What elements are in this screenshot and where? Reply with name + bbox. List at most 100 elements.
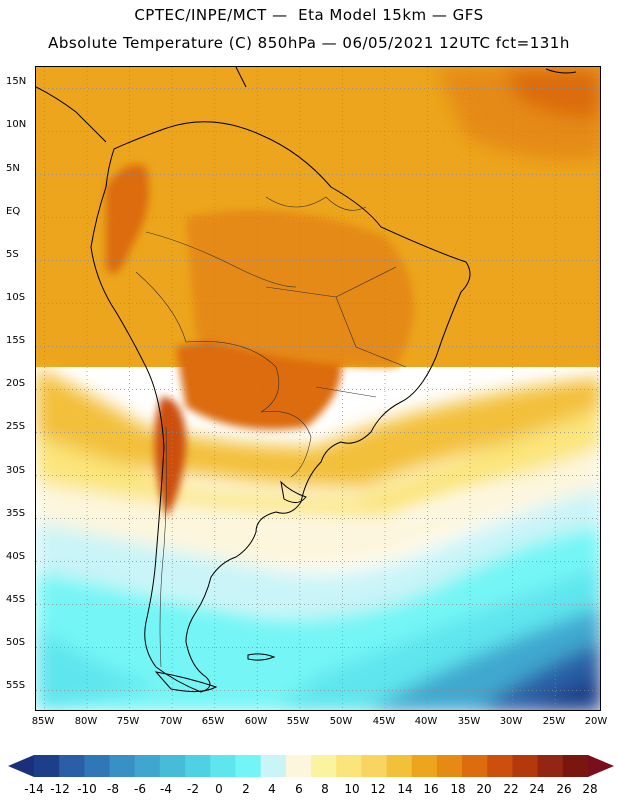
falklands-outline [247,653,276,661]
colorbar-tick-label: -6 [134,782,146,796]
land-warm-amazon [186,210,414,367]
colorbar-right-arrow [588,755,614,777]
colorbar-tick-label: -4 [160,782,172,796]
lat-label: 25S [6,421,26,432]
lat-label: 10N [6,119,27,130]
colorbar-swatch [411,755,438,777]
colorbar-tick-label: -14 [24,782,44,796]
lon-label: 35W [457,716,481,727]
colorbar-swatch [185,755,211,777]
lon-label: 85W [31,716,55,727]
border-amazon-west [145,231,297,288]
field-band-cream [36,447,600,567]
lat-label: EQ [6,206,21,217]
lat-label: 50S [6,637,26,648]
south-america-outline [90,121,471,693]
colorbar-swatch [235,755,262,777]
border-peru-brazil [135,271,187,343]
lon-label: 60W [244,716,268,727]
tierra-del-fuego-outline [154,671,218,693]
colorbar-swatches [34,755,589,777]
lat-label: 20S [6,378,26,389]
colorbar-swatch [84,755,111,777]
lat-label: 10S [6,292,26,303]
border-argentina-chile [159,426,167,668]
colorbar-swatch [386,755,413,777]
colorbar-tick-label: 20 [476,782,492,796]
coastlines [36,67,577,693]
colorbar-swatch [134,755,161,777]
lon-label: 25W [542,716,566,727]
colorbar-swatch [285,755,312,777]
colorbar-tick-label: 22 [503,782,519,796]
colorbar-swatch [109,755,136,777]
lat-label: 15S [6,335,26,346]
lat-label: 15N [6,76,27,87]
central-america-outline [36,86,107,143]
lon-label: 30W [499,716,523,727]
colorbar-swatch [159,755,186,777]
lon-label: 50W [329,716,353,727]
lat-label: 5N [6,163,20,174]
lat-label: 45S [6,594,26,605]
colorbar-swatch [336,755,362,777]
lon-label: 65W [201,716,225,727]
colorbar-tick-label: -12 [50,782,70,796]
colorbar-swatch [462,755,488,777]
colorbar-tick-label: -10 [77,782,97,796]
colorbar-swatch [487,755,513,777]
lat-label: 35S [6,508,26,519]
colorbar-swatch [59,755,85,777]
colorbar [8,755,614,777]
lon-label: 45W [372,716,396,727]
colorbar-tick-label: 8 [321,782,329,796]
colorbar-tick-label: 28 [582,782,598,796]
colorbar-swatch [210,755,236,777]
lat-label: 30S [6,465,26,476]
field-band-deepest-blue [529,672,600,710]
chart-title-line-2: Absolute Temperature (C) 850hPa — 06/05/… [48,34,570,52]
colorbar-swatch [311,755,337,777]
lon-label: 20W [584,716,608,727]
colorbar-swatch [436,755,463,777]
chart-title-line-1: CPTEC/INPE/MCT — Eta Model 15km — GFS [134,6,484,24]
lat-label: 55S [6,680,26,691]
colorbar-tick-label: -2 [187,782,199,796]
border-brazil-states [265,266,407,398]
colorbar-swatch [361,755,388,777]
lon-label: 55W [286,716,310,727]
lon-label: 75W [116,716,140,727]
lat-label: 40S [6,551,26,562]
temperature-map [36,67,600,710]
colorbar-tick-label: 10 [344,782,360,796]
colorbar-tick-label: 2 [242,782,250,796]
colorbar-tick-label: 14 [397,782,413,796]
caribbean-islands-outline [235,67,577,88]
colorbar-swatch [260,755,287,777]
field-band-ne-hotter [506,67,600,118]
colorbar-tick-label: 26 [556,782,572,796]
lon-label: 80W [74,716,98,727]
lon-label: 40W [414,716,438,727]
border-bolivia [185,341,280,413]
colorbar-swatch [562,755,589,777]
colorbar-tick-label: 24 [529,782,545,796]
land-hot-andes-north [106,164,149,274]
colorbar-left-arrow [8,755,34,777]
colorbar-tick-label: 0 [215,782,223,796]
lat-label: 5S [6,249,19,260]
colorbar-swatch [537,755,564,777]
border-paraguay [260,411,312,478]
colorbar-tick-label: 18 [450,782,466,796]
border-guianas [265,196,367,211]
map-panel[interactable] [35,66,601,711]
country-borders [135,196,407,668]
lon-label: 70W [159,716,183,727]
field-band-pale-cyan [36,487,600,617]
rio-de-la-plata-outline [280,480,307,503]
colorbar-swatch [34,755,60,777]
colorbar-swatch [512,755,539,777]
colorbar-tick-label: 6 [295,782,303,796]
colorbar-tick-label: 16 [423,782,439,796]
colorbar-tick-label: -8 [107,782,119,796]
